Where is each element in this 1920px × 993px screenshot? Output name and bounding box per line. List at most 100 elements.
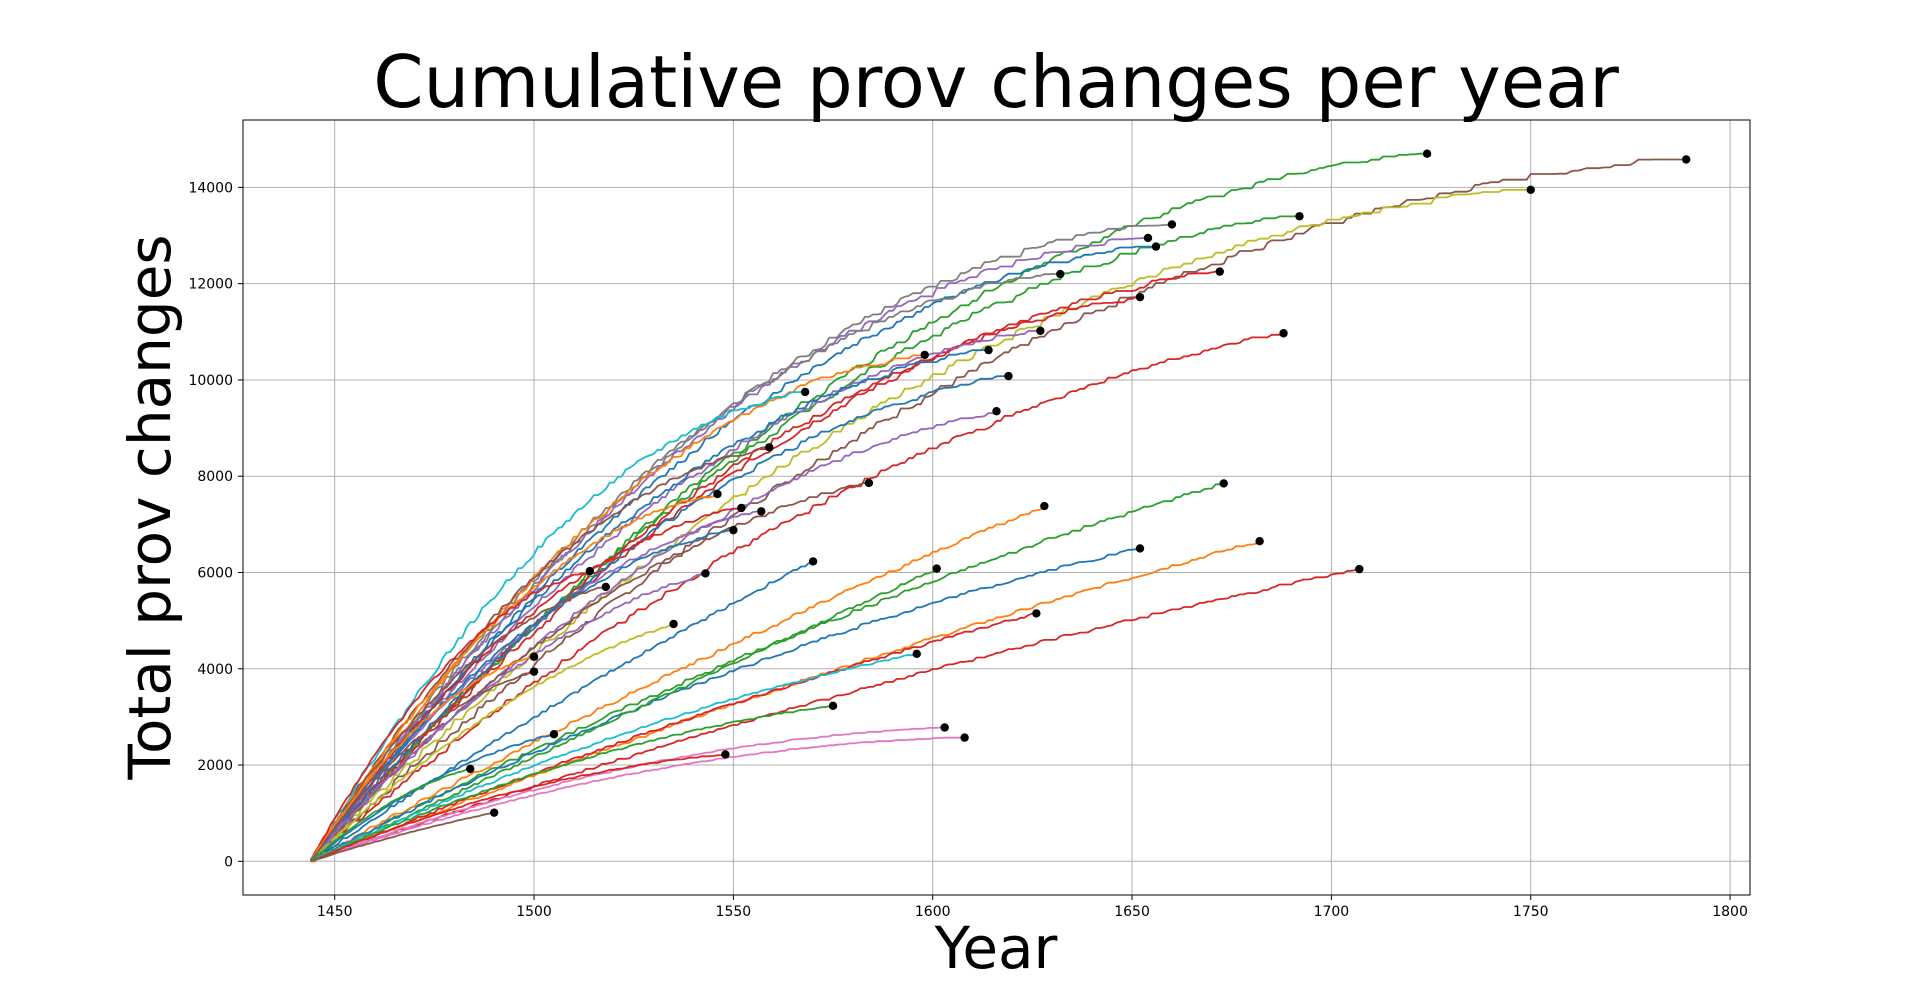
series-line-27 bbox=[310, 547, 1141, 863]
series-line-30 bbox=[310, 568, 1360, 862]
series-line-33 bbox=[310, 586, 606, 862]
series-line-16 bbox=[310, 391, 806, 862]
y-tick-label: 4000 bbox=[197, 662, 233, 678]
series-end-marker-1 bbox=[1682, 155, 1691, 164]
series-line-21 bbox=[310, 493, 718, 862]
series-end-marker-36 bbox=[912, 649, 921, 659]
series-end-marker-13 bbox=[984, 345, 993, 355]
series-end-marker-25 bbox=[729, 525, 738, 535]
series-line-9 bbox=[310, 273, 1061, 862]
end-markers bbox=[466, 149, 1691, 817]
series-end-marker-15 bbox=[1004, 371, 1013, 381]
series-line-12 bbox=[310, 332, 1284, 861]
series-end-marker-12 bbox=[1279, 329, 1288, 338]
series-end-marker-2 bbox=[1422, 149, 1432, 158]
series-line-36 bbox=[310, 652, 918, 862]
series-end-marker-4 bbox=[1295, 212, 1304, 221]
series-end-marker-19 bbox=[864, 478, 874, 488]
series-end-marker-26 bbox=[1255, 536, 1264, 546]
series-end-marker-7 bbox=[1151, 242, 1161, 251]
series-line-42 bbox=[310, 736, 965, 862]
series-line-39 bbox=[310, 704, 834, 863]
x-tick-label: 1750 bbox=[1513, 904, 1549, 920]
series-end-marker-38 bbox=[529, 667, 539, 676]
series-end-marker-10 bbox=[1135, 292, 1145, 302]
series-end-marker-34 bbox=[1032, 609, 1041, 618]
series-end-marker-22 bbox=[1040, 501, 1049, 511]
series-end-marker-27 bbox=[1135, 544, 1145, 553]
y-tick-label: 0 bbox=[224, 854, 233, 870]
series-end-marker-35 bbox=[669, 619, 678, 629]
x-tick-label: 1500 bbox=[516, 904, 552, 920]
series-line-44 bbox=[310, 768, 471, 862]
y-tick-label: 14000 bbox=[188, 180, 233, 196]
series-end-marker-29 bbox=[932, 564, 941, 573]
series-end-marker-39 bbox=[828, 701, 838, 711]
chart-title: Cumulative prov changes per year bbox=[373, 40, 1619, 124]
x-tick-label: 1550 bbox=[716, 904, 752, 920]
series-line-45 bbox=[310, 811, 495, 863]
y-tick-label: 10000 bbox=[188, 373, 233, 389]
series-end-marker-3 bbox=[1526, 185, 1535, 194]
series-end-marker-14 bbox=[920, 350, 929, 360]
plot-frame bbox=[242, 119, 1751, 896]
series-line-10 bbox=[310, 296, 1140, 863]
series-end-marker-21 bbox=[713, 489, 722, 499]
y-tick-label: 12000 bbox=[188, 277, 233, 293]
series-line-19 bbox=[310, 482, 869, 862]
series-lines bbox=[309, 152, 1687, 863]
series-end-marker-31 bbox=[585, 566, 595, 576]
series-end-marker-20 bbox=[1219, 479, 1228, 488]
series-end-marker-43 bbox=[721, 750, 730, 759]
series-end-marker-42 bbox=[960, 733, 969, 742]
series-line-23 bbox=[310, 507, 742, 861]
series-line-28 bbox=[310, 560, 814, 863]
x-tick-label: 1450 bbox=[317, 904, 353, 920]
series-line-35 bbox=[310, 623, 674, 861]
y-tick-label: 8000 bbox=[197, 469, 233, 485]
y-tick-label: 6000 bbox=[197, 565, 233, 581]
x-tick-label: 1600 bbox=[915, 904, 951, 920]
series-line-2 bbox=[309, 152, 1428, 862]
series-line-3 bbox=[310, 188, 1531, 862]
series-end-marker-28 bbox=[808, 557, 818, 566]
series-end-marker-32 bbox=[701, 569, 710, 578]
series-end-marker-23 bbox=[737, 503, 746, 513]
series-end-marker-9 bbox=[1056, 269, 1065, 279]
series-end-marker-44 bbox=[466, 764, 475, 774]
series-end-marker-18 bbox=[765, 443, 774, 452]
x-tick-label: 1650 bbox=[1114, 904, 1150, 920]
series-end-marker-11 bbox=[1036, 326, 1045, 336]
series-end-marker-5 bbox=[1167, 220, 1177, 229]
series-end-marker-41 bbox=[549, 730, 559, 739]
series-line-11 bbox=[310, 329, 1041, 860]
x-axis-label: Year bbox=[934, 914, 1058, 982]
series-end-marker-37 bbox=[529, 652, 539, 661]
series-line-43 bbox=[310, 753, 726, 862]
series-line-37 bbox=[310, 655, 535, 862]
series-end-marker-17 bbox=[992, 407, 1001, 416]
series-end-marker-8 bbox=[1215, 267, 1224, 276]
x-tick-label: 1800 bbox=[1712, 904, 1748, 920]
series-end-marker-30 bbox=[1355, 564, 1364, 574]
series-line-22 bbox=[310, 505, 1045, 862]
y-axis-label: Total prov changes bbox=[116, 234, 184, 780]
series-line-41 bbox=[310, 733, 555, 862]
series-end-marker-16 bbox=[800, 387, 810, 397]
series-end-marker-40 bbox=[940, 723, 949, 732]
series-line-31 bbox=[309, 570, 591, 862]
grid bbox=[243, 120, 1750, 895]
y-tick-label: 2000 bbox=[197, 758, 233, 774]
series-line-38 bbox=[310, 670, 535, 862]
series-end-marker-6 bbox=[1143, 233, 1153, 243]
series-end-marker-33 bbox=[601, 582, 610, 592]
x-tick-label: 1700 bbox=[1314, 904, 1350, 920]
ticks: 1450 1500 1550 1600 1650 1700 1750 1800 0 2000 400… bbox=[188, 180, 1747, 920]
series-line-34 bbox=[310, 612, 1037, 863]
series-end-marker-24 bbox=[757, 507, 766, 516]
series-end-marker-45 bbox=[489, 808, 499, 817]
series-line-32 bbox=[310, 572, 706, 862]
series-line-1 bbox=[310, 158, 1687, 862]
series-line-25 bbox=[310, 529, 734, 862]
